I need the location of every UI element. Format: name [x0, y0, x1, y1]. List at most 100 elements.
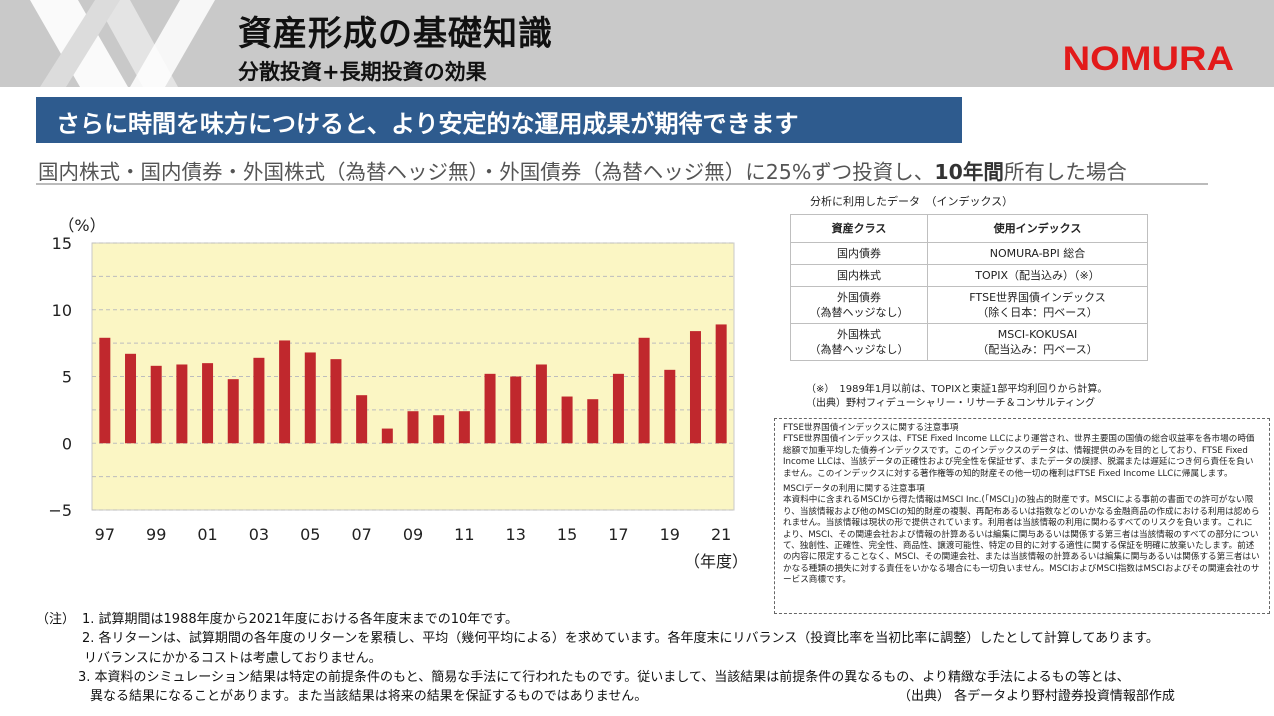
y-tick-label: 15: [52, 234, 72, 253]
index-name: NOMURA-BPI 総合: [989, 247, 1086, 260]
asset-cell: 国内株式: [790, 264, 928, 287]
index-cell: NOMURA-BPI 総合: [927, 242, 1148, 265]
index-cell: FTSE世界国債インデックス （除く日本：円ベース）: [927, 286, 1148, 324]
x-tick-label: 19: [660, 525, 680, 544]
header-asset-class: 資産クラス: [790, 214, 928, 243]
asset-name: 国内債券: [837, 247, 881, 260]
bar-2004: [279, 340, 291, 444]
table-row: 外国株式 （為替ヘッジなし） MSCI-KOKUSAI （配当込み：円ベース）: [790, 323, 1148, 361]
ftse-heading: FTSE世界国債インデックスに関する注意事項: [783, 423, 959, 433]
bar-1997: [99, 337, 111, 444]
return-bar-chart: 15 10 5 0 −5 （%） 97 99 01 03 05 07 09 11 13 15 17 19 21 （年度…: [48, 216, 748, 571]
y-tick-label: 5: [62, 368, 72, 387]
bar-1998: [125, 353, 137, 444]
note-2: 2. 各リターンは、試算期間の各年度のリターンを累積し、平均（幾何平均による）を…: [82, 631, 1159, 646]
note-3-cont: 異なる結果になることがあります。また当該結果は将来の結果を保証するものではありま…: [90, 689, 648, 704]
bar-2016: [587, 399, 599, 444]
index-name: MSCI-KOKUSAI: [997, 328, 1078, 341]
index-table: 資産クラス 使用インデックス 国内債券 NOMURA-BPI 総合 国内株式 T…: [790, 214, 1148, 361]
bar-2008: [381, 428, 393, 444]
table-footnote: （※） 1989年1月以前は、TOPIXと東証1部平均利回りから計算。 （出典）…: [806, 383, 1107, 411]
header-decoration: [30, 0, 215, 87]
x-tick-label: 01: [197, 525, 217, 544]
asset-name: 外国株式: [837, 328, 881, 341]
bar-2020: [689, 331, 701, 444]
bar-2007: [356, 395, 368, 444]
bar-2012: [484, 373, 496, 444]
index-cell: TOPIX（配当込み）（※）: [927, 264, 1148, 287]
page-title: 資産形成の基礎知識: [238, 14, 553, 54]
scenario-prefix: 国内株式・国内債券・外国株式（為替ヘッジ無）・外国債券（為替ヘッジ無）に25%ず…: [38, 160, 935, 184]
y-tick-label: 0: [62, 434, 72, 453]
asset-note: （為替ヘッジなし）: [809, 343, 909, 356]
x-tick-label: 07: [351, 525, 371, 544]
page-subtitle: 分散投資+長期投資の効果: [238, 60, 487, 84]
bar-2013: [510, 376, 522, 444]
bar-2001: [202, 363, 214, 444]
table-row: 国内債券 NOMURA-BPI 総合: [790, 242, 1148, 265]
bar-2003: [253, 357, 265, 444]
x-axis-label: （年度）: [684, 552, 748, 571]
bar-2006: [330, 359, 342, 444]
asset-cell: 国内債券: [790, 242, 928, 265]
ftse-body: FTSE世界国債インデックスは、FTSE Fixed Income LLCにより…: [783, 434, 1255, 479]
index-name: FTSE世界国債インデックス: [969, 291, 1106, 304]
y-tick-label: −5: [48, 501, 72, 520]
bar-2010: [433, 415, 445, 444]
header-index: 使用インデックス: [927, 214, 1148, 243]
asset-note: （為替ヘッジなし）: [809, 306, 909, 319]
x-tick-label: 13: [506, 525, 526, 544]
y-axis-label: （%）: [58, 216, 105, 235]
disclaimer-box: FTSE世界国債インデックスに関する注意事項 FTSE世界国債インデックスは、F…: [774, 418, 1270, 614]
bar-2009: [407, 411, 419, 444]
note-1: 1. 試算期間は1988年度から2021年度における各年度末までの10年です。: [82, 612, 518, 627]
bar-2019: [664, 369, 676, 444]
index-note: （除く日本：円ベース）: [977, 306, 1098, 319]
index-table-header: 資産クラス 使用インデックス: [790, 214, 1148, 243]
note-3: 3. 本資料のシミュレーション結果は特定の前提条件のもと、簡易な手法にて行われた…: [78, 670, 1130, 685]
asset-cell: 外国株式 （為替ヘッジなし）: [790, 323, 928, 361]
msci-heading: MSCIデータの利用に関する注意事項: [783, 484, 925, 495]
bar-2011: [458, 411, 470, 444]
x-tick-label: 97: [95, 525, 115, 544]
x-tick-label: 03: [249, 525, 269, 544]
headline-banner: さらに時間を味方につけると、より安定的な運用成果が期待できます: [36, 97, 962, 143]
msci-body: 本資料中に含まれるMSCIから得た情報はMSCI Inc.(「MSCI」)の独占…: [783, 495, 1260, 586]
scenario-text: 国内株式・国内債券・外国株式（為替ヘッジ無）・外国債券（為替ヘッジ無）に25%ず…: [38, 155, 1127, 185]
notes-label: （注）: [36, 612, 76, 627]
bar-2000: [176, 364, 188, 444]
index-cell: MSCI-KOKUSAI （配当込み：円ベース）: [927, 323, 1148, 361]
asset-name: 外国債券: [837, 291, 881, 304]
table-note-topix: （※） 1989年1月以前は、TOPIXと東証1部平均利回りから計算。: [806, 384, 1108, 395]
bar-2018: [638, 337, 650, 444]
x-tick-label: 09: [403, 525, 423, 544]
bar-2002: [227, 379, 239, 444]
headline-text: さらに時間を味方につけると、より安定的な運用成果が期待できます: [56, 110, 799, 138]
note-2-cont: リバランスにかかるコストは考慮しておりません。: [84, 651, 382, 666]
data-table-caption: 分析に利用したデータ （インデックス）: [810, 195, 1014, 208]
x-tick-label: 05: [300, 525, 320, 544]
plot-area: [91, 242, 735, 511]
bar-2005: [304, 352, 316, 444]
index-name: TOPIX（配当込み）（※）: [975, 269, 1100, 282]
header-bar: 資産形成の基礎知識 分散投資+長期投資の効果 NOMURA: [0, 0, 1274, 87]
nomura-logo: NOMURA: [1062, 40, 1234, 78]
bar-2015: [561, 396, 573, 444]
bar-2021: [715, 324, 727, 444]
bar-2014: [535, 364, 547, 444]
table-row: 外国債券 （為替ヘッジなし） FTSE世界国債インデックス （除く日本：円ベース）: [790, 286, 1148, 324]
bar-1999: [150, 365, 162, 444]
asset-name: 国内株式: [837, 269, 881, 282]
scenario-underline: [36, 183, 1208, 185]
x-tick-label: 99: [146, 525, 166, 544]
table-row: 国内株式 TOPIX（配当込み）（※）: [790, 264, 1148, 287]
x-tick-label: 21: [711, 525, 731, 544]
x-tick-label: 15: [557, 525, 577, 544]
x-tick-label: 11: [454, 525, 474, 544]
y-tick-label: 10: [52, 301, 72, 320]
asset-cell: 外国債券 （為替ヘッジなし）: [790, 286, 928, 324]
scenario-suffix: 所有した場合: [1003, 160, 1127, 184]
x-tick-label: 17: [608, 525, 628, 544]
notes-source: （出典） 各データより野村證券投資情報部作成: [898, 689, 1175, 704]
index-note: （配当込み：円ベース）: [977, 343, 1098, 356]
